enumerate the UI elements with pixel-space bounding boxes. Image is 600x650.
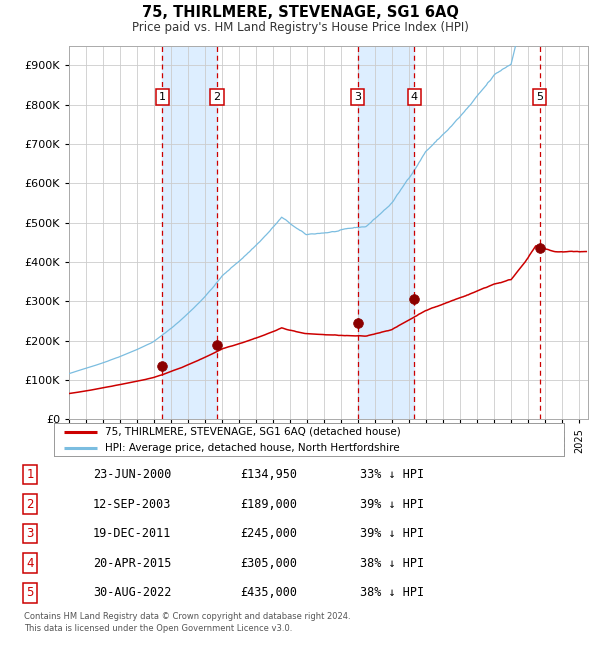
Text: 75, THIRLMERE, STEVENAGE, SG1 6AQ (detached house): 75, THIRLMERE, STEVENAGE, SG1 6AQ (detac… — [105, 426, 401, 437]
Bar — [162, 46, 217, 419]
Text: 39% ↓ HPI: 39% ↓ HPI — [360, 527, 424, 540]
Text: 19-DEC-2011: 19-DEC-2011 — [93, 527, 172, 540]
Text: 38% ↓ HPI: 38% ↓ HPI — [360, 586, 424, 599]
Text: £435,000: £435,000 — [240, 586, 297, 599]
Text: £305,000: £305,000 — [240, 557, 297, 570]
Text: £134,950: £134,950 — [240, 468, 297, 481]
Text: 5: 5 — [26, 586, 34, 599]
Text: 20-APR-2015: 20-APR-2015 — [93, 557, 172, 570]
Text: 38% ↓ HPI: 38% ↓ HPI — [360, 557, 424, 570]
Text: 1: 1 — [26, 468, 34, 481]
Text: 12-SEP-2003: 12-SEP-2003 — [93, 497, 172, 510]
Text: 33% ↓ HPI: 33% ↓ HPI — [360, 468, 424, 481]
Text: 3: 3 — [26, 527, 34, 540]
Text: 3: 3 — [354, 92, 361, 101]
Text: £245,000: £245,000 — [240, 527, 297, 540]
Text: 1: 1 — [159, 92, 166, 101]
Text: 4: 4 — [26, 557, 34, 570]
Text: 23-JUN-2000: 23-JUN-2000 — [93, 468, 172, 481]
Text: 75, THIRLMERE, STEVENAGE, SG1 6AQ: 75, THIRLMERE, STEVENAGE, SG1 6AQ — [142, 5, 458, 20]
Text: 5: 5 — [536, 92, 543, 101]
Bar — [358, 46, 415, 419]
Text: £189,000: £189,000 — [240, 497, 297, 510]
Text: HPI: Average price, detached house, North Hertfordshire: HPI: Average price, detached house, Nort… — [105, 443, 400, 453]
Text: Contains HM Land Registry data © Crown copyright and database right 2024.: Contains HM Land Registry data © Crown c… — [24, 612, 350, 621]
Text: This data is licensed under the Open Government Licence v3.0.: This data is licensed under the Open Gov… — [24, 624, 292, 633]
Text: 4: 4 — [411, 92, 418, 101]
Text: 39% ↓ HPI: 39% ↓ HPI — [360, 497, 424, 510]
Text: Price paid vs. HM Land Registry's House Price Index (HPI): Price paid vs. HM Land Registry's House … — [131, 21, 469, 34]
Text: 2: 2 — [26, 497, 34, 510]
Text: 2: 2 — [214, 92, 221, 101]
Text: 30-AUG-2022: 30-AUG-2022 — [93, 586, 172, 599]
